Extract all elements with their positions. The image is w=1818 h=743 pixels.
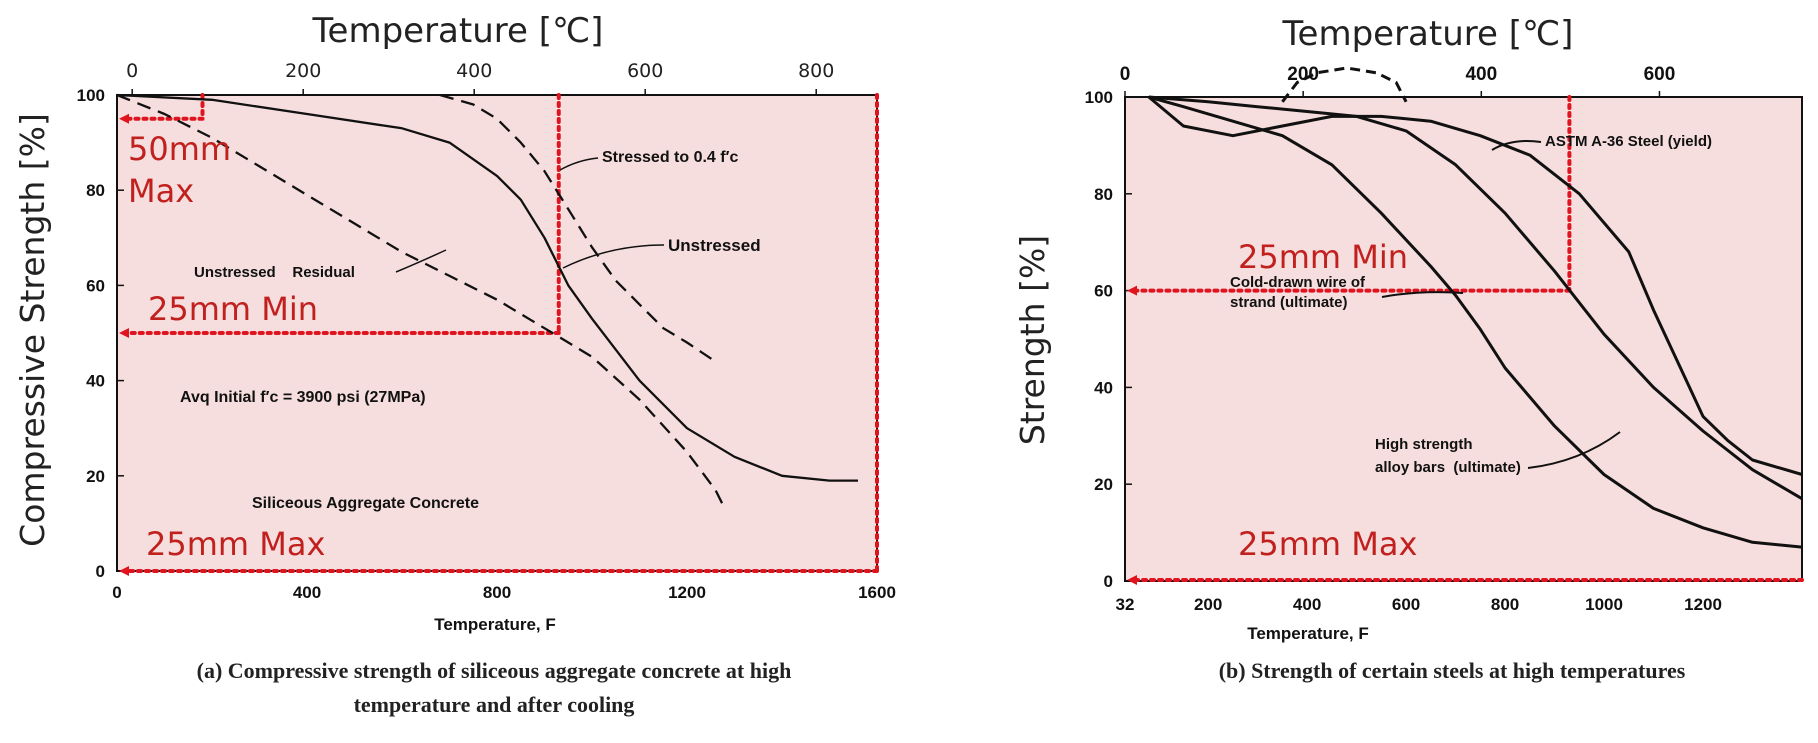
panel-b-pointer-hs xyxy=(1527,431,1621,469)
panel-b-caption: (b) Strength of certain steels at high t… xyxy=(1219,658,1686,683)
panel-b-series-4 xyxy=(1281,66,1408,103)
panel-b-y-tick-label: 60 xyxy=(1094,282,1113,301)
panel-a: Temperature [℃] 0 200 400 600 800 0 20 40 60 80 1… xyxy=(13,11,896,717)
panel-a-caption-line1: (a) Compressive strength of siliceous ag… xyxy=(197,658,792,683)
panel-a-x-tick-label: 400 xyxy=(293,583,321,602)
panel-a-label-50mm: 50mm xyxy=(128,130,231,168)
panel-b-x-tick-label: 600 xyxy=(1392,595,1420,614)
panel-b-x-tick-label: 400 xyxy=(1293,595,1321,614)
panel-a-top-axis-title: Temperature [℃] xyxy=(312,11,604,51)
panel-b-top-tick-label: 600 xyxy=(1644,64,1676,85)
panel-b-y-tick-label: 0 xyxy=(1104,572,1113,591)
panel-a-y-tick-label: 0 xyxy=(96,562,105,581)
panel-b-zone-arrowhead xyxy=(1127,285,1137,296)
panel-b-y-axis-title: Strength [%] xyxy=(1013,235,1052,445)
panel-b-y-tick-label: 80 xyxy=(1094,185,1113,204)
panel-a-annotation-aggregate: Siliceous Aggregate Concrete xyxy=(252,495,479,512)
panel-a-x-tick-label: 1600 xyxy=(858,583,896,602)
panel-b: Temperature [℃] 0 200 400 600 020406080100 … xyxy=(1013,14,1804,683)
panel-b-series-1 xyxy=(1147,95,1803,476)
panel-b-annotation-cold-2: strand (ultimate) xyxy=(1230,294,1348,311)
panel-b-x-tick-label: 32 xyxy=(1116,595,1135,614)
panel-a-annotation-stressed: Stressed to 0.4 f′c xyxy=(602,149,738,166)
panel-a-top-tick-label: 0 xyxy=(126,60,138,82)
panel-a-x-tick-label: 800 xyxy=(483,583,511,602)
panel-a-x-tick-label: 0 xyxy=(112,583,121,602)
panel-b-y-tick-label: 40 xyxy=(1094,378,1113,397)
panel-b-fire-zone xyxy=(1125,97,1802,581)
panel-a-series-1 xyxy=(116,93,858,482)
panel-a-y-axis-title: Compressive Strength [%] xyxy=(13,113,52,547)
panel-a-label-25mm-min: 25mm Min xyxy=(148,290,318,328)
panel-b-zone-arrowhead xyxy=(1127,575,1137,585)
panel-b-pointer-cold xyxy=(1381,291,1464,298)
panel-a-y-tick-label: 100 xyxy=(77,86,105,105)
panel-a-zone-arrowhead xyxy=(119,566,129,576)
panel-a-y-tick-label: 60 xyxy=(86,276,105,295)
panel-a-annotation-residual: Unstressed Residual xyxy=(194,264,355,281)
panel-b-series-2 xyxy=(1148,95,1803,549)
panel-a-top-tick-label: 800 xyxy=(798,60,834,82)
panel-a-label-25mm-max: 25mm Max xyxy=(146,525,325,563)
panel-a-series-2 xyxy=(116,93,727,510)
panel-a-pointer-residual xyxy=(395,249,447,273)
panel-b-x-axis-title: Temperature, F xyxy=(1247,624,1369,643)
panel-b-annotation-cold-1: Cold-drawn wire of xyxy=(1230,274,1366,291)
panel-a-label-max: Max xyxy=(128,172,194,210)
panel-b-x-tick-label: 1200 xyxy=(1684,595,1722,614)
panel-b-label-25mm-max: 25mm Max xyxy=(1238,525,1417,563)
panel-a-y-tick-label: 80 xyxy=(86,181,105,200)
panel-b-x-tick-label: 1000 xyxy=(1585,595,1623,614)
panel-b-annotation-hs-2: alloy bars (ultimate) xyxy=(1375,459,1521,476)
panel-b-y-tick-label: 100 xyxy=(1085,88,1113,107)
panel-b-annotation-a36: ASTM A-36 Steel (yield) xyxy=(1545,133,1712,150)
panel-a-zone-arrowhead xyxy=(119,328,129,338)
panel-b-series-3 xyxy=(1148,95,1803,500)
panel-a-zone-arrowhead xyxy=(119,113,129,124)
panel-a-caption-line2: temperature and after cooling xyxy=(354,692,635,717)
panel-b-top-tick-label: 400 xyxy=(1465,64,1497,85)
panel-b-top-axis-title: Temperature [℃] xyxy=(1282,14,1574,54)
panel-a-pointer-unstressed xyxy=(562,244,665,269)
panel-a-annotation-avg-initial: Avq Initial f′c = 3900 psi (27MPa) xyxy=(180,389,426,406)
panel-b-y-tick-label: 20 xyxy=(1094,475,1113,494)
panel-a-y-tick-label: 20 xyxy=(86,467,105,486)
panel-a-top-tick-label: 600 xyxy=(627,60,663,82)
panel-a-pointer-stressed xyxy=(559,157,599,171)
panel-b-top-tick-label: 200 xyxy=(1287,64,1319,85)
panel-a-top-tick-label: 200 xyxy=(285,60,321,82)
panel-a-series-3 xyxy=(439,93,717,363)
panel-b-annotation-hs-1: High strength xyxy=(1375,436,1473,453)
panel-a-top-tick-label: 400 xyxy=(456,60,492,82)
panel-b-pointer-a36 xyxy=(1491,140,1542,151)
panel-b-label-25mm-min: 25mm Min xyxy=(1238,238,1408,276)
panel-b-top-tick-label: 0 xyxy=(1120,64,1131,85)
panel-a-x-axis-title: Temperature, F xyxy=(434,615,556,634)
panel-a-x-tick-label: 1200 xyxy=(668,583,706,602)
panel-a-annotation-unstressed: Unstressed xyxy=(668,236,761,255)
panel-b-x-tick-label: 800 xyxy=(1491,595,1519,614)
panel-b-x-tick-label: 200 xyxy=(1194,595,1222,614)
panel-a-y-tick-label: 40 xyxy=(86,372,105,391)
